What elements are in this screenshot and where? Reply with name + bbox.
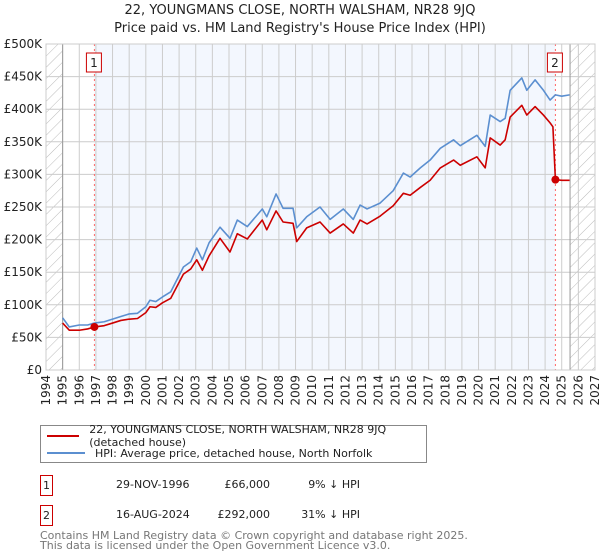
chart-title: 22, YOUNGMANS CLOSE, NORTH WALSHAM, NR28… xyxy=(124,3,476,18)
sale-label-frame xyxy=(546,52,563,73)
sale-point xyxy=(551,175,560,184)
transaction-row: 1 29-NOV-1996 £66,000 9% ↓ HPI xyxy=(40,475,440,496)
y-tick-label: £300K xyxy=(4,167,44,181)
x-tick-label: 2025 xyxy=(555,375,569,406)
price-chart: 1994 1995 1996 1997 1998 1999 2000 2001 2002 2003… xyxy=(4,37,600,406)
transaction-row: 2 16-AUG-2024 £292,000 31% ↓ HPI xyxy=(40,505,440,526)
y-tick-label: £200K xyxy=(4,233,44,247)
sale-label-frame xyxy=(85,52,102,73)
y-tick-label: £500K xyxy=(4,37,44,51)
transaction-price: £292,000 xyxy=(217,508,271,521)
sale-label-box: 2 xyxy=(546,52,563,73)
y-tick-label: £450K xyxy=(4,70,44,84)
x-tick-label: 2016 xyxy=(405,375,419,406)
x-tick-label: 2015 xyxy=(388,375,402,406)
transaction-hpi-diff: 9% ↓ HPI xyxy=(308,478,360,491)
x-tick-label: 2012 xyxy=(338,375,352,406)
legend-label-property: 22, YOUNGMANS CLOSE, NORTH WALSHAM, NR28… xyxy=(89,423,387,449)
x-tick-label: 2002 xyxy=(172,375,186,406)
x-tick-label: 2003 xyxy=(189,375,203,406)
x-tick-label: 1994 xyxy=(39,375,53,406)
x-tick-label: 2024 xyxy=(538,375,552,406)
x-tick-label: 2000 xyxy=(139,375,153,406)
x-tick-label: 2019 xyxy=(455,375,469,406)
x-tick-label: 2022 xyxy=(505,375,519,406)
transaction-date: 29-NOV-1996 xyxy=(116,478,190,491)
x-tick-label: 1999 xyxy=(122,375,136,406)
transaction-hpi-diff: 31% ↓ HPI xyxy=(301,508,360,521)
sale-label-box: 1 xyxy=(85,52,102,73)
footer-licence: This data is licensed under the Open Gov… xyxy=(40,539,391,552)
x-tick-label: 2020 xyxy=(472,375,486,406)
footer-copyright: Contains HM Land Registry data © Crown c… xyxy=(40,529,468,542)
x-tick-label: 2026 xyxy=(571,375,585,406)
transaction-marker: 2 xyxy=(40,505,53,526)
x-tick-label: 2017 xyxy=(422,375,436,406)
x-tick-label: 2007 xyxy=(255,375,269,406)
x-tick-label: 2010 xyxy=(305,375,319,406)
transaction-price: £66,000 xyxy=(224,478,271,491)
y-tick-label: £400K xyxy=(4,102,44,116)
transaction-marker: 1 xyxy=(40,475,53,496)
x-tick-label: 2011 xyxy=(322,375,336,406)
x-tick-label: 1997 xyxy=(89,375,103,406)
hpi-line xyxy=(61,77,570,328)
x-tick-label: 2005 xyxy=(222,375,236,406)
sale-label: 1 xyxy=(90,56,98,70)
legend: 22, YOUNGMANS CLOSE, NORTH WALSHAM, NR28… xyxy=(40,423,427,463)
x-tick-label: 2018 xyxy=(438,375,452,406)
y-tick-label: £0 xyxy=(27,363,42,377)
y-tick-label: £250K xyxy=(4,200,44,214)
y-tick-label: £100K xyxy=(4,298,44,312)
legend-item-property: 22, YOUNGMANS CLOSE, NORTH WALSHAM, NR28… xyxy=(41,423,426,449)
legend-label-hpi: HPI: Average price, detached house, Nort… xyxy=(95,446,373,460)
x-tick-label: 2013 xyxy=(355,375,369,406)
property-price-line xyxy=(62,104,570,332)
x-tick-label: 2021 xyxy=(488,375,502,406)
y-tick-label: £350K xyxy=(4,135,44,149)
x-tick-label: 2023 xyxy=(521,375,535,406)
x-tick-label: 2014 xyxy=(372,375,386,406)
x-tick-label: 2001 xyxy=(155,375,169,406)
chart-subtitle: Price paid vs. HM Land Registry's House … xyxy=(114,21,486,36)
x-tick-label: 2004 xyxy=(205,375,219,406)
sale-label: 2 xyxy=(551,56,559,70)
legend-swatch-red xyxy=(47,435,80,437)
sale-point xyxy=(90,322,99,331)
x-tick-label: 2006 xyxy=(239,375,253,406)
transaction-date: 16-AUG-2024 xyxy=(116,508,190,521)
x-tick-label: 1996 xyxy=(72,375,86,406)
legend-item-hpi: HPI: Average price, detached house, Nort… xyxy=(41,445,372,461)
plot-border xyxy=(45,43,596,371)
x-tick-label: 1995 xyxy=(56,375,70,406)
x-tick-label: 1998 xyxy=(106,375,120,406)
y-tick-label: £50K xyxy=(11,330,43,344)
x-tick-label: 2027 xyxy=(588,375,600,406)
x-tick-label: 2008 xyxy=(272,375,286,406)
x-tick-label: 2009 xyxy=(289,375,303,406)
y-tick-label: £150K xyxy=(4,265,44,279)
legend-swatch-blue xyxy=(47,452,85,454)
